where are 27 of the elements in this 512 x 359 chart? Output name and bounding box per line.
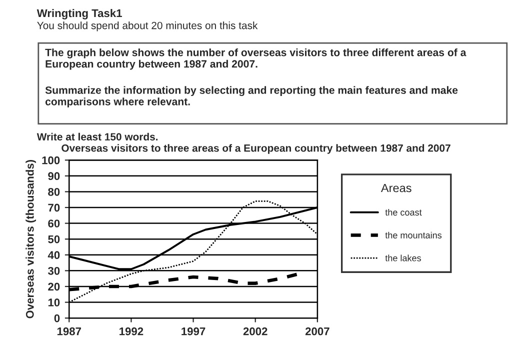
y-tick-label: 50 bbox=[48, 235, 60, 244]
text: Wringting Task1 bbox=[36, 8, 122, 20]
y-tick-label: 0 bbox=[54, 314, 60, 322]
legend-label: the coast bbox=[385, 208, 422, 216]
y-tick-label: 20 bbox=[48, 282, 60, 291]
y-tick-label: 90 bbox=[48, 172, 60, 180]
y-tick-label: 30 bbox=[48, 266, 60, 275]
text: The graph below shows the number of overseas visitors to three different areas of a European country between 1987 and 2007. bbox=[45, 48, 466, 70]
y-tick-label: 60 bbox=[48, 220, 60, 228]
x-tick-label: 1992 bbox=[120, 327, 144, 336]
x-tick-label: 2007 bbox=[305, 327, 330, 336]
x-tick-label: 1987 bbox=[57, 327, 81, 336]
x-tick-label: 2002 bbox=[243, 327, 268, 336]
y-tick-label: 80 bbox=[48, 188, 60, 196]
x-tick-label: 1997 bbox=[182, 327, 206, 336]
chart-title: Overseas visitors to three areas of a European country between 1987 and 2007 bbox=[62, 144, 450, 154]
legend-title: Areas bbox=[380, 184, 412, 192]
text: Summarize the information by selecting and reporting the main features and make comparisons where relevant. bbox=[45, 86, 458, 108]
y-tick-label: 70 bbox=[48, 204, 60, 212]
text: You should spend about 20 minutes on this task bbox=[37, 22, 258, 32]
legend-label: the mountains bbox=[385, 232, 442, 238]
text: Write at least 150 words. bbox=[36, 132, 158, 140]
y-tick-label: 10 bbox=[48, 298, 60, 306]
y-tick-label: 40 bbox=[48, 251, 60, 260]
y-tick-label: 100 bbox=[42, 156, 60, 164]
legend-label: the lakes bbox=[385, 254, 421, 262]
y-axis-title: Overseas visitors (thousands) bbox=[26, 160, 36, 318]
